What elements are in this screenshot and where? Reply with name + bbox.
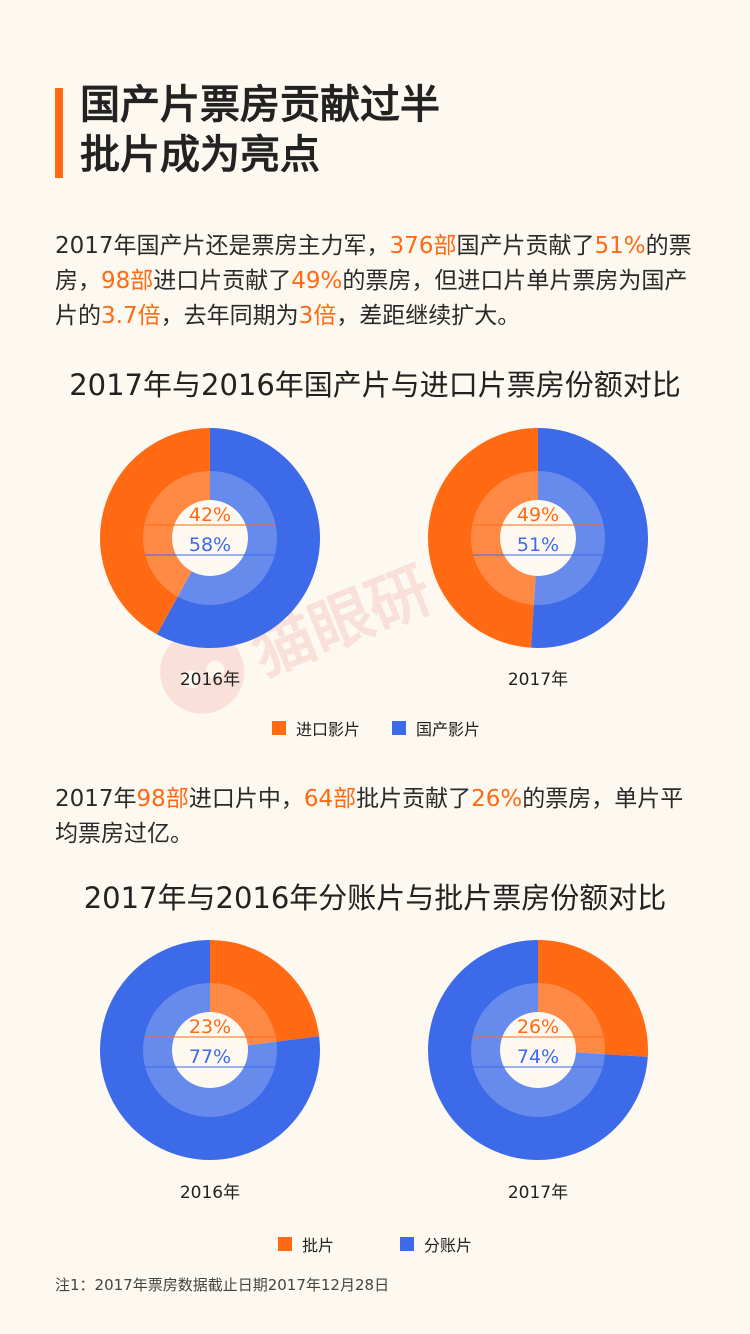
heading-accent-bar — [55, 88, 63, 178]
pie-slice — [531, 428, 649, 648]
paragraph-text: 进口片贡献了 — [153, 268, 292, 294]
pie-center-hole — [172, 1012, 248, 1088]
highlight-figure: 49% — [291, 268, 343, 294]
pie-value-label: 77% — [189, 1046, 231, 1068]
heading-line-1: 国产片票房贡献过半 — [80, 82, 440, 128]
pie-slice — [100, 428, 210, 635]
chart-1-year-2016: 2016年 — [179, 670, 241, 690]
pie-value-label: 49% — [517, 504, 559, 526]
highlight-figure: 3.7倍 — [101, 303, 161, 329]
pie-value-label: 74% — [517, 1046, 559, 1068]
chart-2-pie-2017: 26%74% — [428, 940, 648, 1160]
chart-1-pie-2016: 42%58% — [100, 428, 320, 648]
chart-2-title: 2017年与2016年分账片与批片票房份额对比 — [83, 881, 667, 915]
paragraph-text: 的票房，但进口片单片票房为国产片的 — [55, 268, 688, 329]
pie-center-hole — [500, 500, 576, 576]
chart-2-pie-2016: 23%77% — [99, 940, 320, 1160]
batch-film-paragraph: 2017年98部进口片中，64部批片贡献了26%的票房，单片平均票房过亿。 — [55, 782, 705, 852]
chart-2-legend-batch: 批片 — [278, 1232, 334, 1256]
pie-value-label: 42% — [189, 504, 231, 526]
highlight-figure: 3倍 — [298, 303, 337, 329]
intro-paragraph: 2017年国产片还是票房主力军，376部国产片贡献了51%的票房，98部进口片贡… — [55, 229, 705, 334]
paragraph-text: 的票房，单片平均票房过亿。 — [55, 786, 684, 847]
highlight-figure: 51% — [594, 233, 646, 259]
legend-swatch-blue — [392, 721, 406, 735]
highlight-figure: 26% — [471, 786, 523, 812]
chart-2-legend-revenue-share: 分账片 — [400, 1232, 472, 1256]
pie-value-label: 51% — [517, 534, 559, 556]
pie-value-label: 26% — [517, 1016, 559, 1038]
pie-center-hole — [500, 1012, 576, 1088]
legend-label: 国产影片 — [416, 720, 481, 739]
chart-2-year-2017: 2017年 — [507, 1183, 569, 1203]
paragraph-text: 进口片中， — [188, 786, 304, 812]
paragraph-text: 2017年国产片还是票房主力军， — [55, 233, 390, 259]
pie-slice — [210, 940, 320, 1050]
legend-swatch-orange — [272, 721, 286, 735]
legend-label: 批片 — [302, 1236, 335, 1255]
pie-value-label: 23% — [189, 1016, 231, 1038]
legend-swatch-blue — [400, 1237, 414, 1251]
pie-slice — [428, 428, 538, 648]
heading-line-2: 批片成为亮点 — [80, 132, 320, 178]
highlight-figure: 64部 — [303, 786, 357, 812]
chart-1-legend-domestic: 国产影片 — [392, 716, 480, 740]
pie-center-hole — [172, 500, 248, 576]
chart-1-pie-2017: 49%51% — [428, 428, 649, 648]
chart-2-year-2016: 2016年 — [179, 1183, 241, 1203]
legend-swatch-orange — [278, 1237, 292, 1251]
paragraph-text: 国产片贡献了 — [456, 233, 595, 259]
legend-label: 进口影片 — [296, 720, 361, 739]
paragraph-text: ，去年同期为 — [160, 303, 299, 329]
legend-label: 分账片 — [424, 1236, 473, 1255]
paragraph-text: 2017年 — [55, 786, 137, 812]
chart-1-title: 2017年与2016年国产片与进口片票房份额对比 — [69, 368, 681, 402]
paragraph-text: 的票房， — [55, 233, 692, 294]
chart-1-year-2017: 2017年 — [507, 670, 569, 690]
page-heading: 国产片票房贡献过半 批片成为亮点 — [80, 80, 440, 180]
highlight-figure: 98部 — [136, 786, 189, 812]
footnote: 注1：2017年票房数据截止日期2017年12月28日 — [55, 1276, 390, 1294]
pie-value-label: 58% — [189, 534, 231, 556]
highlight-figure: 376部 — [389, 233, 457, 259]
paragraph-text: ，差距继续扩大。 — [336, 303, 521, 329]
paragraph-text: 批片贡献了 — [356, 786, 472, 812]
chart-1-legend-imported: 进口影片 — [272, 716, 360, 740]
highlight-figure: 98部 — [101, 268, 154, 294]
